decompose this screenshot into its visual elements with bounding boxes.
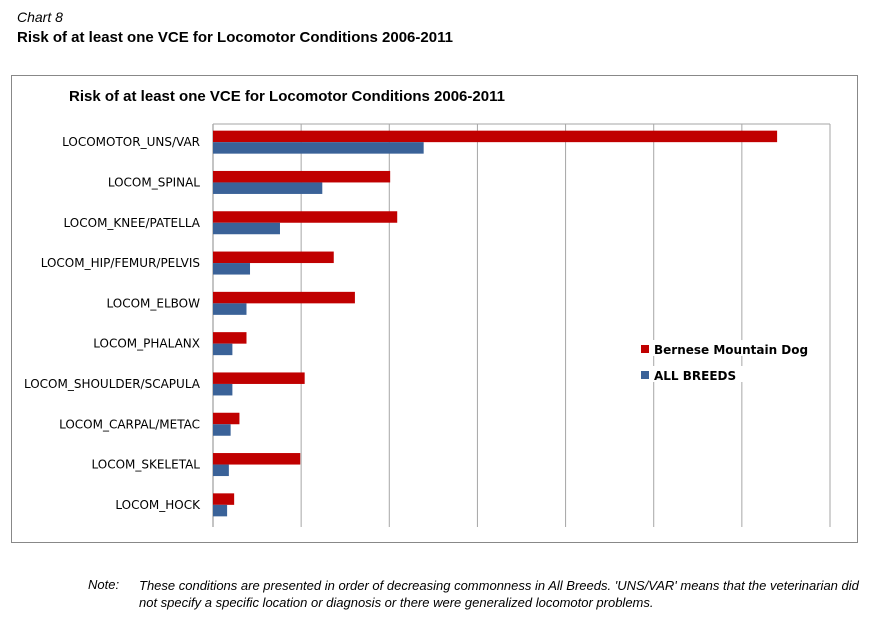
category-label: LOCOMOTOR_UNS/VAR xyxy=(62,135,200,149)
bar-bernese xyxy=(213,251,334,264)
category-label: LOCOM_CARPAL/METAC xyxy=(59,417,200,431)
category-label: LOCOM_PHALANX xyxy=(93,337,200,351)
category-label: LOCOM_SKELETAL xyxy=(91,458,200,472)
bar-all-breeds xyxy=(213,142,424,154)
category-label: LOCOM_HOCK xyxy=(115,498,201,512)
bar-all-breeds xyxy=(213,504,228,517)
bar-all-breeds xyxy=(213,222,280,235)
note-text: These conditions are presented in order … xyxy=(139,578,859,610)
bar-bernese xyxy=(213,453,301,465)
bar-bernese xyxy=(213,291,355,304)
bar-chart: Risk of at least one VCE for Locomotor C… xyxy=(24,88,831,527)
bar-bernese xyxy=(213,412,240,425)
chart-heading: Risk of at least one VCE for Locomotor C… xyxy=(17,29,453,46)
bar-all-breeds xyxy=(213,182,323,194)
chart-frame xyxy=(11,75,858,543)
legend-label: Bernese Mountain Dog xyxy=(654,343,808,357)
bar-all-breeds xyxy=(213,343,233,356)
bar-all-breeds xyxy=(213,464,229,477)
bar-bernese xyxy=(213,493,235,505)
category-label: LOCOM_HIP/FEMUR/PELVIS xyxy=(41,256,200,270)
legend-swatch xyxy=(641,371,649,379)
bar-all-breeds xyxy=(213,424,231,436)
chart-title: Risk of at least one VCE for Locomotor C… xyxy=(69,88,505,105)
bar-bernese xyxy=(213,130,778,143)
legend-bg xyxy=(652,340,802,356)
bar-all-breeds xyxy=(213,303,247,315)
chart-caption: Chart 8 xyxy=(17,9,63,25)
bar-bernese xyxy=(213,170,391,183)
category-label: LOCOM_SPINAL xyxy=(108,175,200,189)
legend-label: ALL BREEDS xyxy=(654,369,736,383)
legend-bg xyxy=(652,366,802,382)
bar-bernese xyxy=(213,332,247,344)
category-label: LOCOM_ELBOW xyxy=(107,296,201,310)
bar-bernese xyxy=(213,211,398,223)
bar-all-breeds xyxy=(213,263,251,275)
note-label: Note: xyxy=(88,577,120,592)
legend-swatch xyxy=(641,345,649,353)
category-label: LOCOM_KNEE/PATELLA xyxy=(64,216,201,230)
category-label: LOCOM_SHOULDER/SCAPULA xyxy=(24,377,201,391)
bar-all-breeds xyxy=(213,383,233,396)
bar-bernese xyxy=(213,372,305,384)
